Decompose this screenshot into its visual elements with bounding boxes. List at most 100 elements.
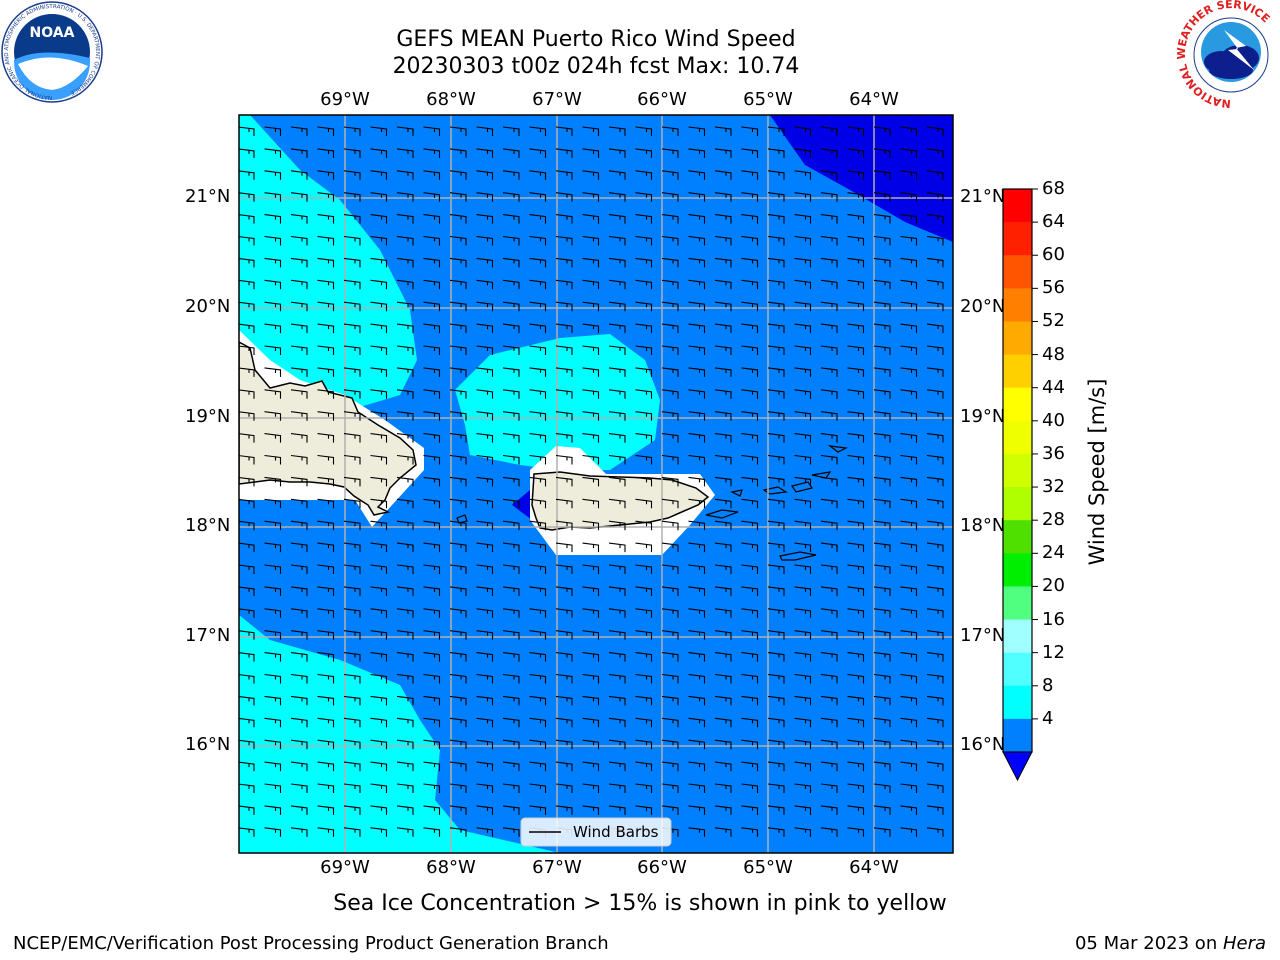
wind-barb: [608, 170, 626, 180]
wind-barb: [926, 739, 944, 750]
wind-barb: [476, 805, 494, 815]
wind-barb: [714, 673, 732, 684]
wind-barb: [370, 827, 388, 837]
colorbar-segment: [1003, 487, 1032, 521]
wind-barb: [449, 586, 467, 596]
wind-barb: [873, 783, 891, 793]
wind-barb: [688, 520, 706, 531]
wind-barb: [317, 630, 335, 640]
wind-barb: [794, 279, 812, 290]
wind-barb: [900, 542, 918, 553]
wind-barb: [239, 301, 255, 312]
wind-barb: [847, 279, 865, 290]
wind-barb: [767, 761, 785, 772]
wind-barb: [873, 586, 891, 596]
lon-label-bottom: 65°W: [743, 857, 793, 878]
wind-barb: [820, 170, 838, 180]
wind-barb: [926, 761, 944, 772]
wind-barb: [608, 586, 626, 596]
wind-barb: [661, 652, 679, 662]
wind-barb: [423, 235, 441, 246]
wind-barb: [688, 827, 706, 837]
wind-barb: [767, 411, 785, 421]
wind-barb: [290, 783, 308, 793]
wind-barb: [449, 170, 467, 180]
wind-barb: [714, 454, 732, 465]
wind-barb: [555, 433, 573, 443]
wind-barb: [714, 367, 732, 377]
wind-barb: [343, 695, 361, 706]
wind-barb: [396, 411, 414, 421]
wind-barb: [767, 214, 785, 224]
wind-barb: [847, 301, 865, 312]
wind-barb: [635, 170, 653, 180]
wind-barb: [661, 345, 679, 355]
wind-barb: [317, 323, 335, 334]
wind-barb: [476, 345, 494, 355]
wind-barb: [370, 652, 388, 662]
wind-barb: [794, 148, 812, 158]
wind-barb: [502, 586, 520, 596]
wind-barb: [900, 301, 918, 312]
wind-barb: [343, 761, 361, 772]
wind-barb: [239, 214, 255, 224]
wind-barb: [767, 389, 785, 399]
wind-barb: [264, 520, 282, 531]
wind-barb: [741, 805, 759, 815]
wind-barb: [900, 739, 918, 750]
wind-barb: [449, 214, 467, 224]
wind-barb: [502, 235, 520, 246]
wind-barb: [502, 564, 520, 574]
wind-barb: [317, 827, 335, 837]
wind-barb: [926, 476, 944, 487]
wind-barb: [555, 235, 573, 246]
wind-barb: [900, 235, 918, 246]
wind-barb: [264, 126, 282, 136]
lat-label-left: 16°N: [185, 734, 231, 755]
wind-barb: [688, 192, 706, 202]
wind-barb: [343, 717, 361, 728]
wind-barb: [317, 411, 335, 421]
wind-barb: [423, 411, 441, 421]
wind-barb: [688, 717, 706, 728]
wind-barb: [317, 170, 335, 180]
wind-barb: [900, 498, 918, 509]
wind-barb: [688, 235, 706, 246]
wind-barb: [926, 170, 944, 180]
wind-barb: [873, 389, 891, 399]
wind-barb: [370, 345, 388, 355]
wind-barb: [847, 717, 865, 728]
legend-label: Wind Barbs: [573, 823, 659, 841]
wind-barb: [555, 214, 573, 224]
wind-barb: [239, 455, 255, 465]
wind-barb: [529, 345, 547, 355]
wind-barb: [926, 279, 944, 290]
wind-barb: [688, 476, 706, 487]
wind-barb: [290, 695, 308, 706]
wind-barb: [423, 192, 441, 202]
wind-barb: [847, 476, 865, 487]
wind-barb: [820, 542, 838, 553]
wind-barb: [370, 673, 388, 684]
wind-barb: [529, 454, 547, 465]
wind-barb: [529, 739, 547, 750]
wind-barb: [370, 564, 388, 574]
colorbar-segment: [1003, 453, 1032, 488]
wind-barb: [582, 805, 600, 815]
wind-barb: [794, 542, 812, 553]
wind-barb: [608, 279, 626, 290]
wind-barb: [502, 433, 520, 443]
wind-barb: [502, 520, 520, 531]
wind-barb: [423, 608, 441, 618]
wind-barb: [847, 652, 865, 662]
wind-barb: [290, 652, 308, 662]
wind-barb: [396, 367, 414, 377]
wind-barb: [635, 389, 653, 399]
wind-barb: [767, 367, 785, 377]
wind-barb: [820, 673, 838, 684]
wind-barb: [264, 673, 282, 684]
wind-barb: [502, 148, 520, 158]
colorbar-tick-label: 12: [1042, 641, 1065, 663]
wind-barb: [661, 192, 679, 202]
